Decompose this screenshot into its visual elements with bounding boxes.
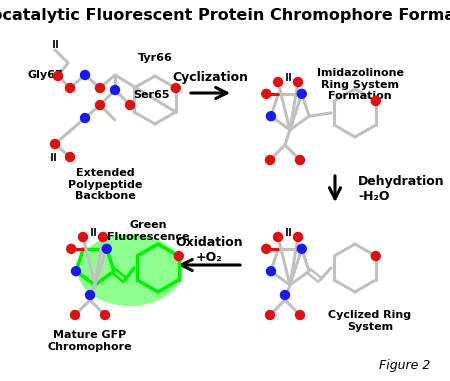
Circle shape (293, 77, 302, 86)
Circle shape (266, 112, 275, 121)
Ellipse shape (77, 234, 183, 306)
Circle shape (296, 311, 305, 320)
Text: Green
Fluorescence: Green Fluorescence (107, 220, 189, 242)
Circle shape (266, 267, 275, 276)
Circle shape (99, 232, 108, 242)
Circle shape (262, 89, 271, 98)
Circle shape (81, 70, 90, 80)
Circle shape (274, 77, 283, 86)
Circle shape (371, 251, 380, 261)
Circle shape (81, 114, 90, 123)
Circle shape (297, 89, 306, 98)
Text: Autocatalytic Fluorescent Protein Chromophore Formation: Autocatalytic Fluorescent Protein Chromo… (0, 8, 450, 23)
Text: Cyclized Ring
System: Cyclized Ring System (328, 310, 412, 331)
Text: Oxidation
+O₂: Oxidation +O₂ (175, 236, 243, 264)
Circle shape (72, 267, 81, 276)
Circle shape (111, 85, 120, 94)
Text: Ser65: Ser65 (133, 90, 170, 100)
Text: Imidazolinone
Ring System
Formation: Imidazolinone Ring System Formation (316, 68, 404, 101)
Text: Tyr66: Tyr66 (138, 53, 173, 63)
Circle shape (95, 83, 104, 93)
Circle shape (371, 96, 380, 106)
Circle shape (274, 232, 283, 242)
Circle shape (174, 251, 183, 261)
Circle shape (102, 244, 111, 253)
Circle shape (266, 311, 274, 320)
Circle shape (67, 244, 76, 253)
Circle shape (262, 244, 271, 253)
Text: Mature GFP
Chromophore: Mature GFP Chromophore (48, 330, 132, 352)
Circle shape (266, 155, 274, 165)
Text: Dehydration
-H₂O: Dehydration -H₂O (358, 175, 445, 203)
Circle shape (54, 72, 63, 80)
Circle shape (100, 311, 109, 320)
Circle shape (95, 101, 104, 109)
Text: Gly67: Gly67 (28, 70, 64, 80)
Circle shape (66, 152, 75, 162)
Text: Figure 2: Figure 2 (378, 359, 430, 372)
Circle shape (296, 155, 305, 165)
Circle shape (171, 83, 180, 93)
Circle shape (50, 139, 59, 149)
Circle shape (78, 232, 87, 242)
Text: Cyclization: Cyclization (172, 72, 248, 85)
Circle shape (126, 101, 135, 109)
Circle shape (71, 311, 80, 320)
Circle shape (297, 244, 306, 253)
Circle shape (280, 290, 289, 299)
Circle shape (293, 232, 302, 242)
Circle shape (86, 290, 94, 299)
Text: Extended
Polypeptide
Backbone: Extended Polypeptide Backbone (68, 168, 142, 201)
Circle shape (66, 83, 75, 93)
